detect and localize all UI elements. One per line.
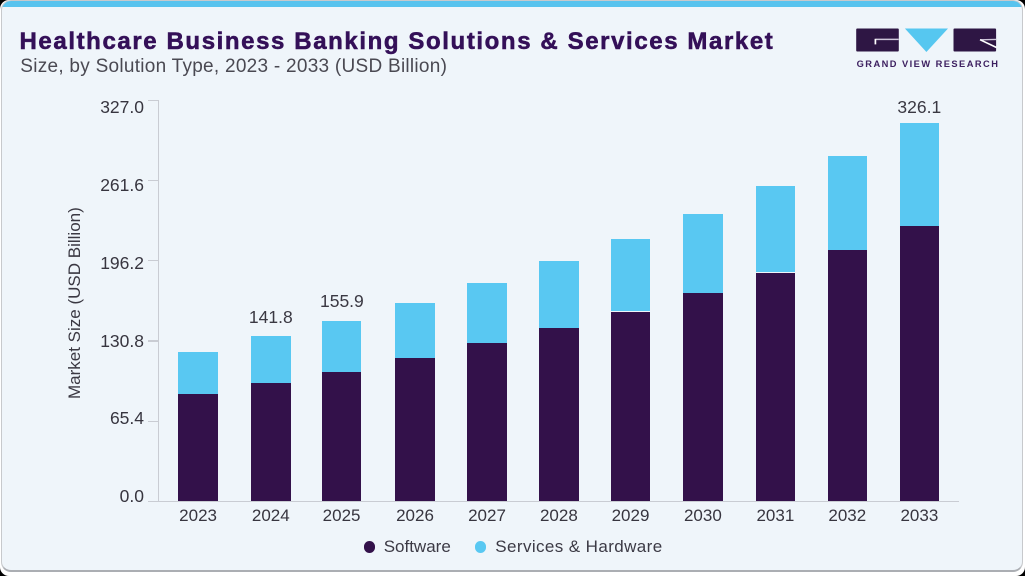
- svg-text:GRAND VIEW RESEARCH: GRAND VIEW RESEARCH: [857, 59, 1000, 69]
